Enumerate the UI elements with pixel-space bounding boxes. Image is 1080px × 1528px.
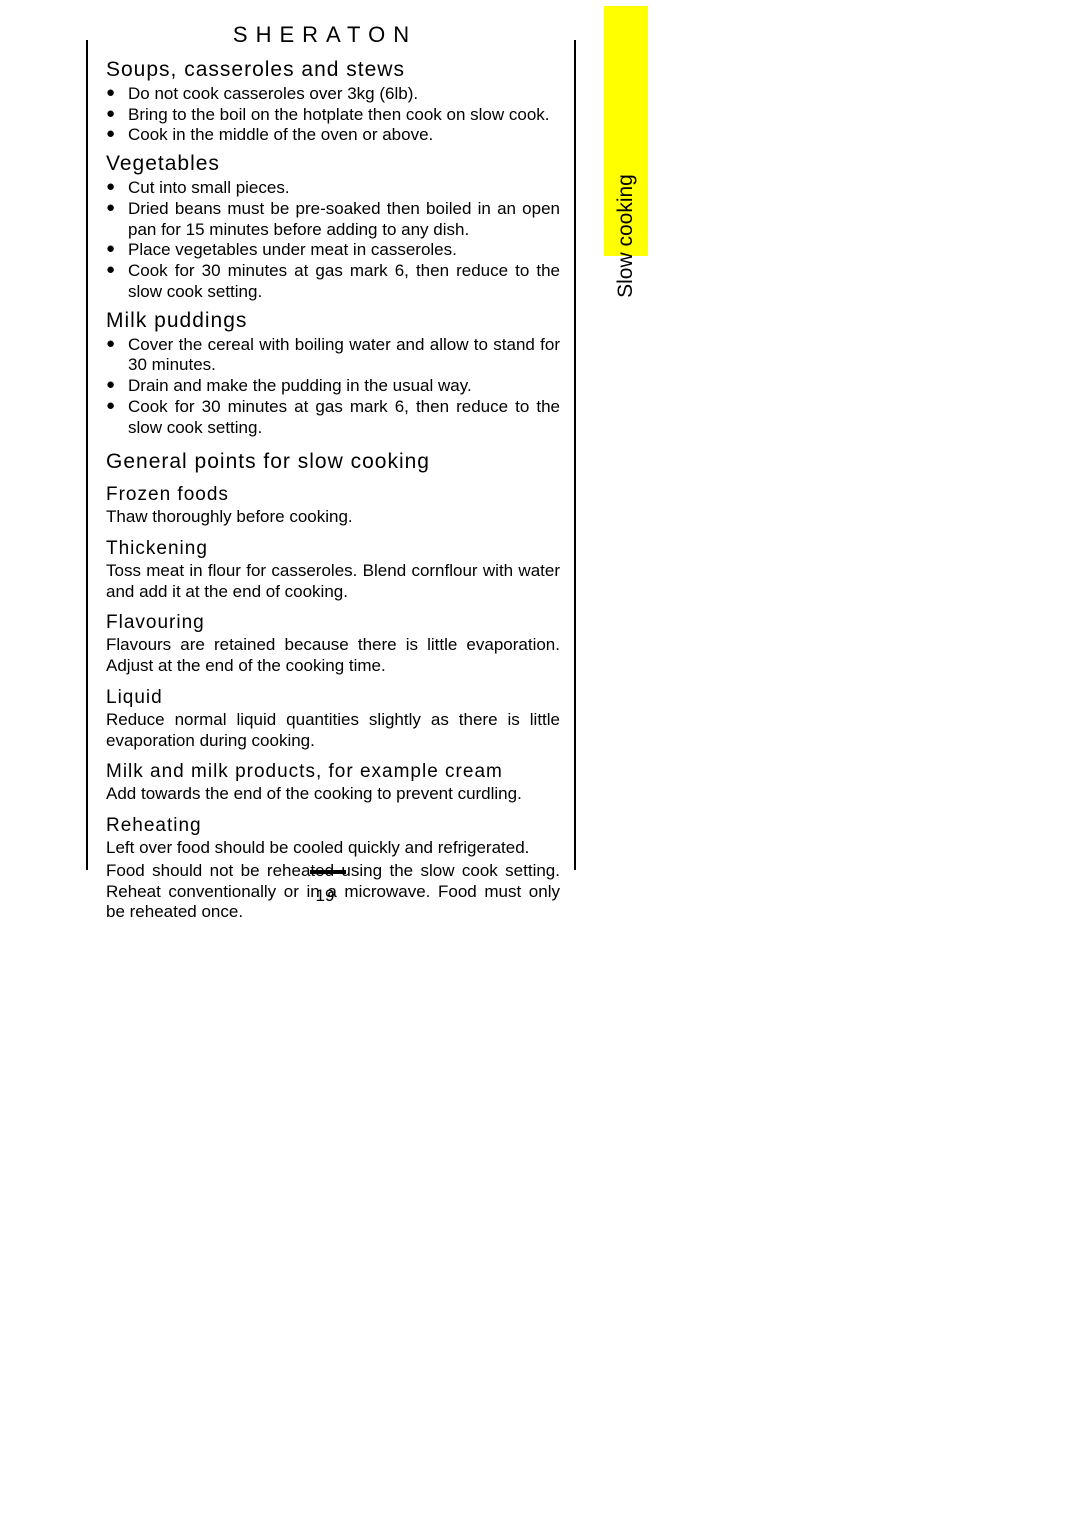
page-number: 19: [0, 886, 650, 906]
list-soups: Do not cook casseroles over 3kg (6lb). B…: [106, 84, 560, 146]
heading-frozen: Frozen foods: [106, 484, 560, 506]
heading-milk-puddings: Milk puddings: [106, 309, 560, 333]
document-page: SHERATON Slow cooking Soups, casseroles …: [0, 0, 1080, 1528]
heading-general: General points for slow cooking: [106, 450, 560, 474]
section-tab-label: Slow cooking: [614, 174, 638, 298]
list-item: Cook in the middle of the oven or above.: [106, 125, 560, 146]
heading-reheating: Reheating: [106, 815, 560, 837]
heading-liquid: Liquid: [106, 687, 560, 709]
list-item: Bring to the boil on the hotplate then c…: [106, 105, 560, 126]
list-item: Drain and make the pudding in the usual …: [106, 376, 560, 397]
list-item: Do not cook casseroles over 3kg (6lb).: [106, 84, 560, 105]
section-tab: Slow cooking: [604, 6, 648, 256]
heading-vegetables: Vegetables: [106, 152, 560, 176]
list-item: Cook for 30 minutes at gas mark 6, then …: [106, 397, 560, 438]
content-column: Soups, casseroles and stews Do not cook …: [86, 40, 576, 870]
list-item: Cook for 30 minutes at gas mark 6, then …: [106, 261, 560, 302]
heading-milk-products: Milk and milk products, for example crea…: [106, 761, 560, 783]
list-item: Place vegetables under meat in casserole…: [106, 240, 560, 261]
para-thickening: Toss meat in flour for casseroles. Blend…: [106, 561, 560, 602]
list-item: Cover the cereal with boiling water and …: [106, 335, 560, 376]
list-item: Dried beans must be pre-soaked then boil…: [106, 199, 560, 240]
para-frozen: Thaw thoroughly before cooking.: [106, 507, 560, 528]
para-liquid: Reduce normal liquid quantities slightly…: [106, 710, 560, 751]
para-milk-products: Add towards the end of the cooking to pr…: [106, 784, 560, 805]
heading-soups: Soups, casseroles and stews: [106, 58, 560, 82]
heading-flavouring: Flavouring: [106, 612, 560, 634]
para-flavouring: Flavours are retained because there is l…: [106, 635, 560, 676]
list-vegetables: Cut into small pieces. Dried beans must …: [106, 178, 560, 302]
page-number-rule: [310, 870, 346, 874]
para-reheating-1: Left over food should be cooled quickly …: [106, 838, 560, 859]
heading-thickening: Thickening: [106, 538, 560, 560]
list-item: Cut into small pieces.: [106, 178, 560, 199]
list-milk-puddings: Cover the cereal with boiling water and …: [106, 335, 560, 439]
